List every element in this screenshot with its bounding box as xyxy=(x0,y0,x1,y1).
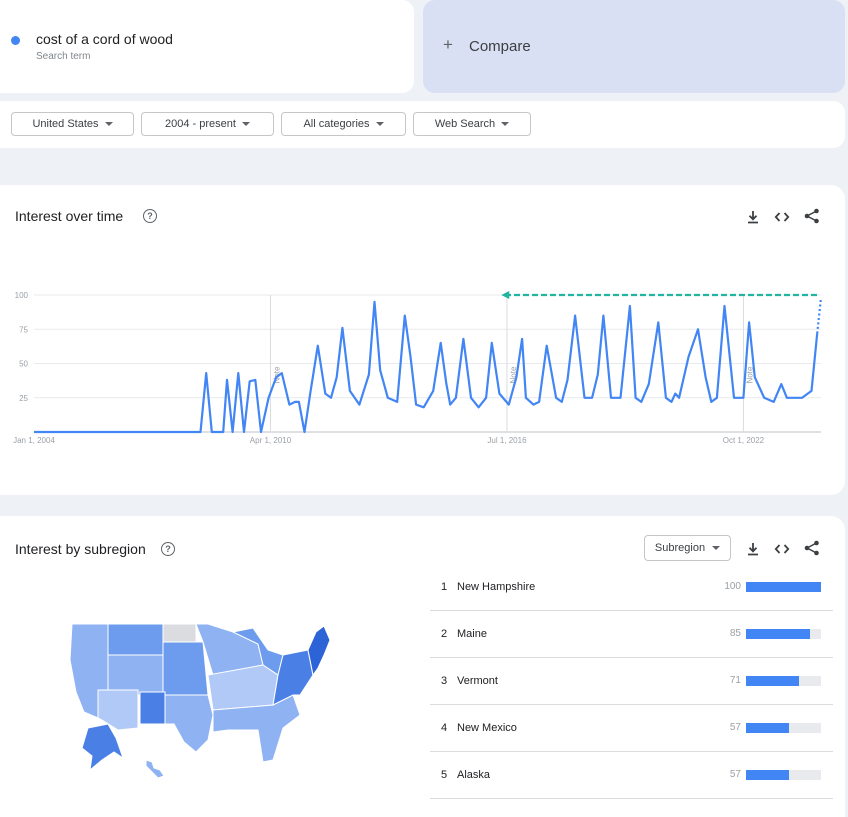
x-tick-label: Oct 1, 2022 xyxy=(723,436,765,445)
y-tick-label: 100 xyxy=(15,291,29,300)
map-state-alaska[interactable] xyxy=(81,723,124,772)
subregion-rank: 2 xyxy=(441,628,448,640)
subregion-name: Alaska xyxy=(457,769,491,781)
subregion-row[interactable]: 3 Vermont 71 xyxy=(430,658,833,705)
embed-icon[interactable] xyxy=(774,209,790,225)
search-term-card[interactable]: cost of a cord of wood Search term xyxy=(0,0,414,93)
map-state-texas[interactable] xyxy=(164,694,214,753)
series-color-dot xyxy=(11,36,20,45)
interest-over-time-chart: Note Note Note Jan 1, 2004 Apr 1, 2010 Jul 1… xyxy=(13,291,823,445)
share-icon[interactable] xyxy=(804,540,820,556)
map-state-mountain-south[interactable] xyxy=(107,654,164,696)
series-line xyxy=(34,300,819,434)
y-tick-label: 25 xyxy=(19,394,28,403)
help-icon[interactable]: ? xyxy=(143,209,157,223)
x-tick-label: Jul 1, 2016 xyxy=(487,436,527,445)
subregion-rank: 4 xyxy=(441,722,448,734)
map-state-southwest[interactable] xyxy=(97,689,139,731)
subregion-row[interactable]: 5 Alaska 57 xyxy=(430,752,833,799)
subregion-name: New Hampshire xyxy=(457,581,536,593)
subregion-rank: 5 xyxy=(441,769,448,781)
interest-by-subregion-title: Interest by subregion xyxy=(15,541,146,557)
region-filter-label: United States xyxy=(32,118,99,130)
map-state-new-mexico[interactable] xyxy=(139,691,166,725)
subregion-select-label: Subregion xyxy=(654,542,706,554)
x-tick-label: Apr 1, 2010 xyxy=(250,436,292,445)
note-label: Note xyxy=(745,366,754,383)
time-range-filter-label: 2004 - present xyxy=(165,118,236,130)
subregion-bar-fill xyxy=(746,770,789,780)
subregion-bar-fill xyxy=(746,676,800,686)
subregion-row[interactable]: 4 New Mexico 57 xyxy=(430,705,833,752)
search-type-filter[interactable]: Web Search xyxy=(413,112,531,136)
caret-down-icon xyxy=(501,122,510,126)
subregion-bar-track xyxy=(746,770,821,780)
subregion-select[interactable]: Subregion xyxy=(644,535,731,561)
map-state-plains[interactable] xyxy=(162,641,209,696)
caret-down-icon xyxy=(712,546,721,550)
subregion-bar-track xyxy=(746,723,821,733)
subregion-rank: 1 xyxy=(441,581,448,593)
map-state-mid-atlantic[interactable] xyxy=(272,649,314,706)
subregion-value: 57 xyxy=(729,722,741,733)
map-state-north-dakota[interactable] xyxy=(162,623,197,643)
interest-over-time-card: Interest over time ? Note Note Note Jan 1,… xyxy=(0,185,845,495)
caret-down-icon xyxy=(104,122,113,126)
caret-down-icon xyxy=(241,122,250,126)
embed-icon[interactable] xyxy=(774,541,790,557)
subregion-bar-track xyxy=(746,582,821,592)
note-label: Note xyxy=(509,366,518,383)
subregion-name: Vermont xyxy=(457,675,498,687)
subregion-bar-fill xyxy=(746,723,789,733)
compare-button[interactable]: + Compare xyxy=(423,0,845,93)
subregion-rank: 3 xyxy=(441,675,448,687)
category-filter-label: All categories xyxy=(303,118,370,130)
share-icon[interactable] xyxy=(804,208,820,224)
subregion-bar-fill xyxy=(746,582,821,592)
y-tick-label: 75 xyxy=(19,325,28,334)
subregion-value: 100 xyxy=(724,581,741,592)
download-icon[interactable] xyxy=(745,209,761,225)
time-range-filter[interactable]: 2004 - present xyxy=(141,112,274,136)
region-filter[interactable]: United States xyxy=(11,112,134,136)
subregion-value: 85 xyxy=(729,628,741,639)
filter-bar: United States 2004 - present All categor… xyxy=(0,101,845,148)
search-term-subtitle: Search term xyxy=(36,51,91,62)
subregion-bar-fill xyxy=(746,629,810,639)
annotation-arrow-head xyxy=(501,291,510,299)
caret-down-icon xyxy=(375,122,384,126)
subregion-row[interactable]: 2 Maine 85 xyxy=(430,611,833,658)
download-icon[interactable] xyxy=(745,541,761,557)
us-subregion-map[interactable] xyxy=(68,620,333,780)
plus-icon: + xyxy=(443,35,453,54)
subregion-row[interactable]: 1 New Hampshire 100 xyxy=(430,564,833,611)
map-state-new-england[interactable] xyxy=(307,625,331,677)
map-state-mountain-north[interactable] xyxy=(107,623,164,656)
projection-line xyxy=(816,297,823,334)
subregion-name: New Mexico xyxy=(457,722,517,734)
interest-over-time-title: Interest over time xyxy=(15,208,124,224)
subregion-name: Maine xyxy=(457,628,487,640)
map-state-hawaii[interactable] xyxy=(145,759,165,779)
subregion-bar-track xyxy=(746,629,821,639)
subregion-bar-track xyxy=(746,676,821,686)
y-tick-label: 50 xyxy=(19,360,28,369)
subregion-value: 71 xyxy=(729,675,741,686)
category-filter[interactable]: All categories xyxy=(281,112,406,136)
compare-label: Compare xyxy=(469,38,531,55)
search-type-filter-label: Web Search xyxy=(434,118,496,130)
x-tick-label: Jan 1, 2004 xyxy=(13,436,55,445)
help-icon[interactable]: ? xyxy=(161,542,175,556)
search-term-text[interactable]: cost of a cord of wood xyxy=(36,31,173,47)
subregion-value: 57 xyxy=(729,769,741,780)
note-label: Note xyxy=(272,366,281,383)
interest-by-subregion-card: Interest by subregion ? Subregion 1 New … xyxy=(0,516,845,817)
